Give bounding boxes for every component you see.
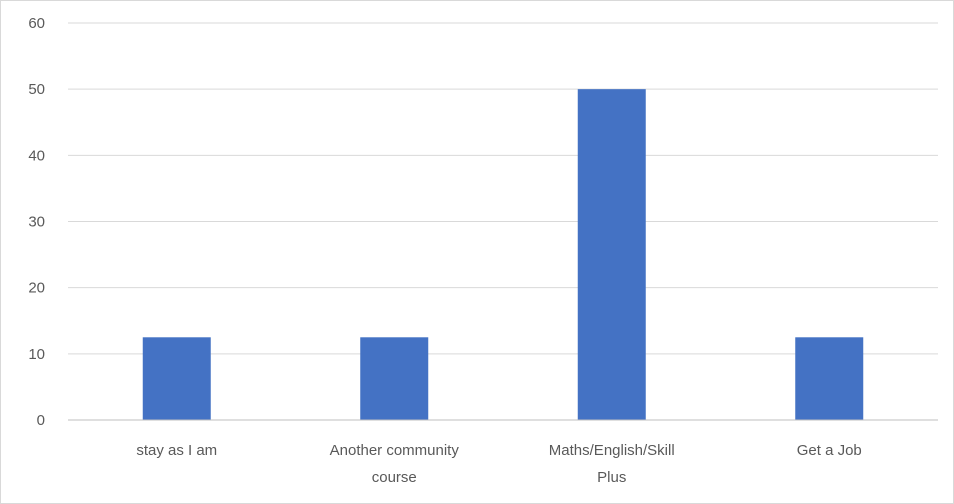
y-tick-label: 30: [28, 214, 45, 231]
x-tick-label: Get a Job: [797, 442, 862, 459]
bar: [360, 337, 429, 420]
y-tick-label: 20: [28, 280, 45, 297]
y-tick-label: 50: [28, 81, 45, 98]
y-axis-ticks: 0 10 20 30 40 50 60: [28, 15, 45, 429]
bar: [795, 337, 864, 420]
y-tick-label: 10: [28, 346, 45, 363]
x-tick-label: course: [372, 469, 417, 486]
bar: [577, 89, 646, 421]
bar: [142, 337, 211, 420]
y-tick-label: 0: [37, 412, 45, 429]
x-tick-label: Plus: [597, 469, 626, 486]
x-tick-label: Maths/English/Skill: [549, 442, 675, 459]
y-tick-label: 60: [28, 15, 45, 32]
bars: [142, 89, 864, 421]
y-tick-label: 40: [28, 147, 45, 164]
gridlines: [68, 22, 938, 355]
x-tick-label: stay as I am: [136, 442, 217, 459]
x-tick-label: Another community: [330, 442, 460, 459]
x-axis-labels: stay as I am Another community course Maths…: [136, 442, 861, 486]
